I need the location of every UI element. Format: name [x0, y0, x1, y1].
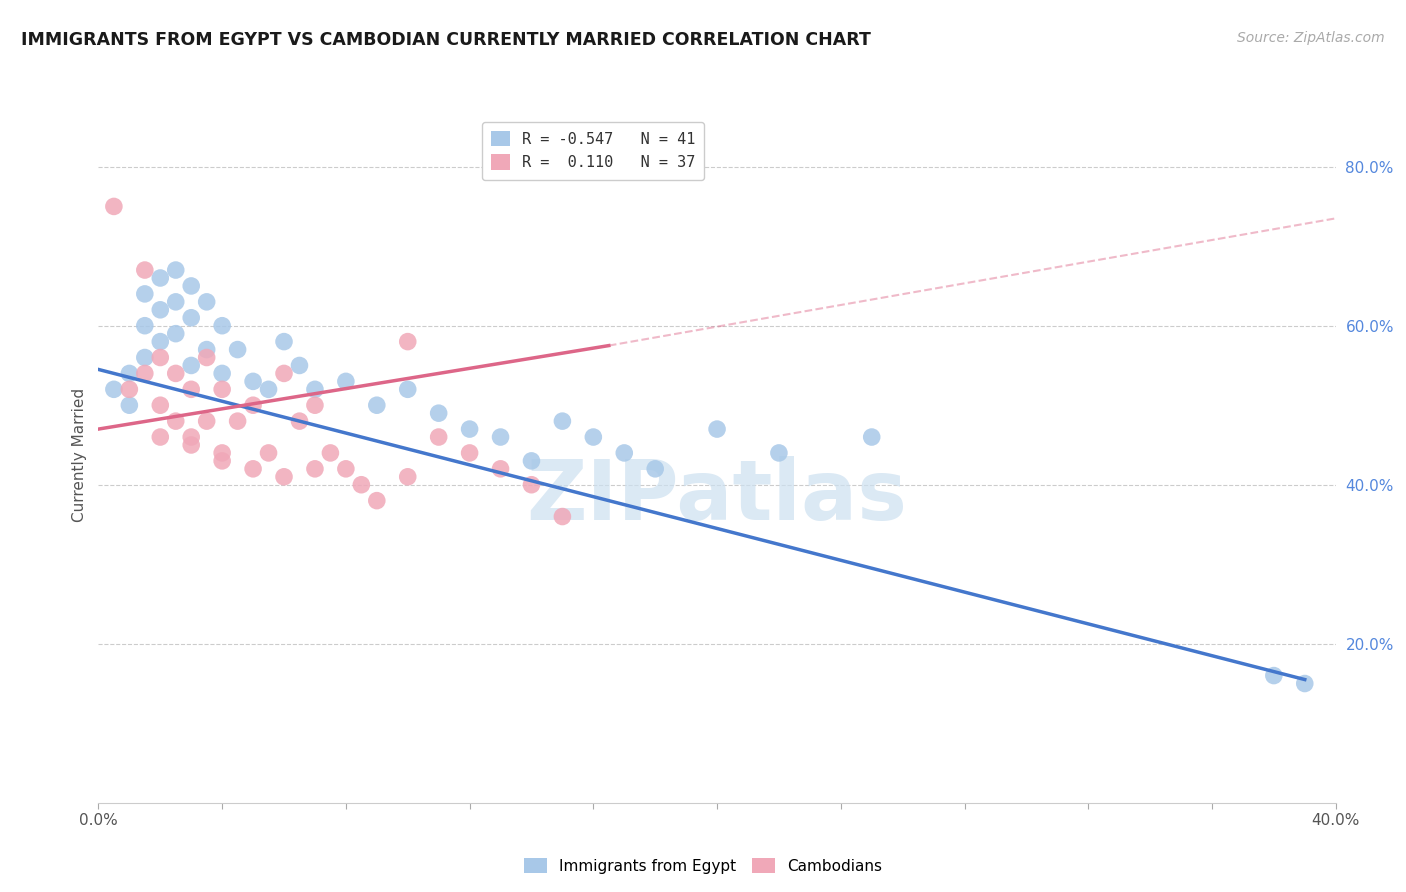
Point — [195, 343, 218, 357]
Text: IMMIGRANTS FROM EGYPT VS CAMBODIAN CURRENTLY MARRIED CORRELATION CHART: IMMIGRANTS FROM EGYPT VS CAMBODIAN CURRE… — [21, 31, 870, 49]
Point — [242, 375, 264, 389]
Point — [242, 462, 264, 476]
Point — [180, 310, 202, 325]
Point — [319, 446, 342, 460]
Point — [613, 446, 636, 460]
Point — [180, 279, 202, 293]
Point — [165, 367, 187, 381]
Point — [551, 509, 574, 524]
Point — [149, 334, 172, 349]
Point — [520, 477, 543, 491]
Point — [195, 414, 218, 428]
Point — [165, 414, 187, 428]
Point — [165, 294, 187, 309]
Point — [288, 359, 311, 373]
Point — [768, 446, 790, 460]
Point — [195, 294, 218, 309]
Point — [273, 334, 295, 349]
Point — [134, 263, 156, 277]
Point — [134, 286, 156, 301]
Point — [180, 438, 202, 452]
Point — [118, 398, 141, 412]
Point — [242, 398, 264, 412]
Point — [304, 382, 326, 396]
Legend: R = -0.547   N = 41, R =  0.110   N = 37: R = -0.547 N = 41, R = 0.110 N = 37 — [482, 121, 704, 179]
Point — [458, 446, 481, 460]
Point — [551, 414, 574, 428]
Point — [226, 343, 249, 357]
Point — [118, 382, 141, 396]
Point — [350, 477, 373, 491]
Point — [335, 462, 357, 476]
Point — [149, 302, 172, 317]
Point — [211, 446, 233, 460]
Point — [180, 430, 202, 444]
Point — [180, 382, 202, 396]
Point — [273, 367, 295, 381]
Point — [706, 422, 728, 436]
Point — [366, 493, 388, 508]
Point — [1263, 668, 1285, 682]
Point — [103, 382, 125, 396]
Point — [257, 446, 280, 460]
Point — [582, 430, 605, 444]
Point — [134, 351, 156, 365]
Legend: Immigrants from Egypt, Cambodians: Immigrants from Egypt, Cambodians — [517, 852, 889, 880]
Point — [304, 398, 326, 412]
Point — [211, 382, 233, 396]
Point — [489, 430, 512, 444]
Point — [396, 382, 419, 396]
Point — [396, 334, 419, 349]
Point — [1294, 676, 1316, 690]
Point — [149, 271, 172, 285]
Point — [257, 382, 280, 396]
Point — [165, 263, 187, 277]
Point — [520, 454, 543, 468]
Point — [288, 414, 311, 428]
Point — [458, 422, 481, 436]
Point — [335, 375, 357, 389]
Point — [149, 351, 172, 365]
Point — [427, 430, 450, 444]
Point — [489, 462, 512, 476]
Point — [134, 318, 156, 333]
Point — [366, 398, 388, 412]
Y-axis label: Currently Married: Currently Married — [72, 388, 87, 522]
Point — [195, 351, 218, 365]
Point — [180, 359, 202, 373]
Point — [273, 470, 295, 484]
Point — [134, 367, 156, 381]
Point — [149, 430, 172, 444]
Point — [165, 326, 187, 341]
Point — [211, 454, 233, 468]
Point — [427, 406, 450, 420]
Point — [226, 414, 249, 428]
Point — [211, 318, 233, 333]
Text: Source: ZipAtlas.com: Source: ZipAtlas.com — [1237, 31, 1385, 45]
Point — [118, 367, 141, 381]
Point — [304, 462, 326, 476]
Point — [396, 470, 419, 484]
Point — [149, 398, 172, 412]
Point — [644, 462, 666, 476]
Point — [103, 199, 125, 213]
Text: ZIPatlas: ZIPatlas — [527, 456, 907, 537]
Point — [211, 367, 233, 381]
Point — [860, 430, 883, 444]
